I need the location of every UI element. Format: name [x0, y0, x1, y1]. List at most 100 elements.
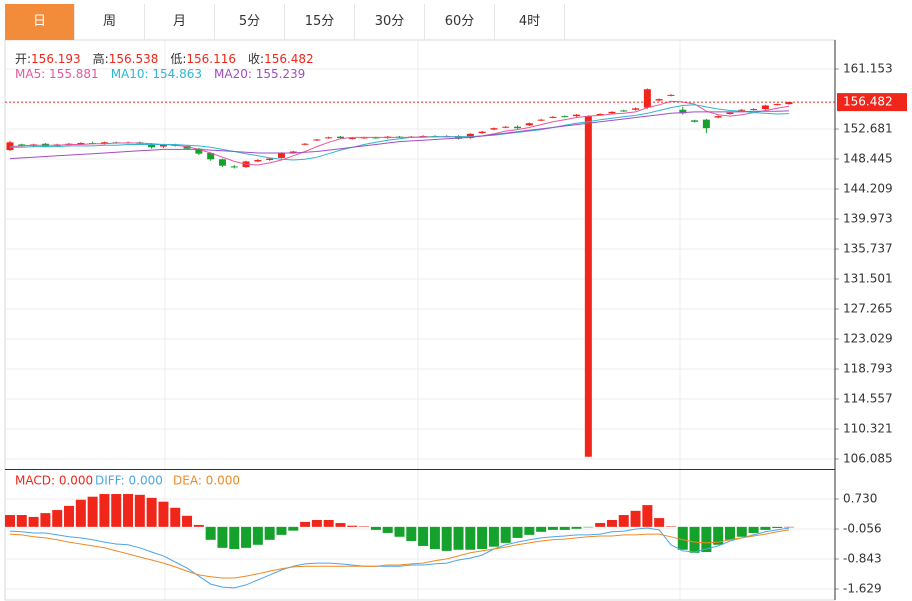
macd-bar — [760, 526, 771, 530]
y-tick-label: 152.681 — [843, 122, 893, 136]
macd-bar — [264, 526, 275, 540]
candle-body — [230, 166, 238, 168]
candle-body — [277, 152, 285, 158]
tab-bar: 日周月 5分 15分 30分 60分 4时 — [5, 4, 565, 40]
ma-line — [10, 104, 790, 161]
macd-bar — [347, 525, 358, 527]
candle-body — [254, 160, 262, 162]
legend-entry: MACD: 0.000 — [15, 474, 93, 488]
candle-body — [632, 108, 640, 110]
tab[interactable]: 日 — [5, 4, 75, 40]
ohlc-header: 开:156.193 高:156.538 低:156.116 收:156.482 — [15, 50, 314, 67]
ohlc-item: 开:156.193 — [15, 50, 81, 67]
macd-bar — [134, 494, 145, 527]
macd-bar — [170, 507, 181, 527]
macd-bar — [193, 524, 204, 527]
candle-body — [348, 138, 356, 140]
candle-body — [761, 105, 769, 110]
candle-body — [100, 142, 108, 144]
ma-line — [9, 110, 790, 160]
candle-body — [773, 104, 781, 106]
ohlc-value: 156.538 — [108, 52, 159, 66]
macd-bar — [40, 513, 51, 527]
legend-entry: MA5: 155.881 — [15, 67, 99, 81]
ma-legend: MA5: 155.881 MA10: 154.863 MA20: 155.239 — [15, 67, 305, 81]
y-tick-label: 135.737 — [843, 241, 893, 255]
macd-line — [9, 527, 790, 589]
candle-body — [667, 94, 675, 96]
candle-body — [750, 109, 758, 111]
candle-body — [336, 136, 344, 139]
macd-bar — [477, 526, 488, 549]
macd-bar — [571, 526, 582, 529]
candle-body — [714, 116, 722, 118]
macd-bar — [394, 526, 405, 537]
macd-bar — [99, 494, 110, 527]
macd-bar — [146, 497, 157, 527]
candle-body — [218, 159, 226, 166]
candle-body — [655, 99, 663, 101]
candle-body — [195, 148, 203, 154]
y-tick-label: 161.153 — [843, 62, 893, 76]
candle-body — [726, 112, 734, 115]
macd-bar — [241, 526, 252, 548]
macd-bar — [359, 526, 370, 527]
macd-bar — [311, 519, 322, 527]
candle-body — [502, 126, 510, 128]
macd-bar — [606, 519, 617, 527]
macd-bar — [406, 526, 417, 541]
macd-bar — [75, 499, 86, 527]
candle-body — [183, 145, 191, 149]
macd-bar — [370, 526, 381, 530]
y-tick-label: -1.629 — [843, 582, 882, 596]
y-tick-label: 106.085 — [843, 451, 893, 465]
y-tick-label: 144.209 — [843, 182, 893, 196]
y-tick-label: 127.265 — [843, 301, 893, 315]
candle-body — [584, 116, 592, 457]
tab[interactable]: 5分 — [215, 4, 285, 40]
macd-bar — [300, 521, 311, 527]
tab[interactable]: 30分 — [355, 4, 425, 40]
tab[interactable]: 月 — [145, 4, 215, 40]
macd-bar — [323, 519, 334, 527]
tab[interactable]: 15分 — [285, 4, 355, 40]
y-tick-label: 131.501 — [843, 271, 893, 285]
y-tick-label: 110.321 — [843, 421, 893, 435]
ohlc-value: 156.193 — [31, 52, 81, 66]
y-tick-label: -0.056 — [843, 521, 882, 535]
ohlc-value: 156.482 — [264, 52, 314, 66]
candle-body — [325, 137, 333, 139]
candle-body — [596, 114, 604, 116]
macd-bar — [784, 526, 794, 528]
macd-bar — [512, 526, 523, 538]
tab[interactable]: 4时 — [495, 4, 565, 40]
macd-bar — [229, 526, 240, 549]
candle-body — [207, 152, 215, 160]
candle-body — [561, 116, 569, 118]
macd-bar — [488, 526, 499, 547]
macd-bar — [441, 526, 452, 551]
candle-body — [313, 139, 321, 141]
candle-body — [266, 158, 274, 161]
ohlc-label: 高: — [92, 52, 109, 66]
tab[interactable]: 周 — [75, 4, 145, 40]
ohlc-item: 高:156.538 — [93, 50, 159, 67]
legend-entry: MA10: 154.863 — [110, 67, 202, 81]
macd-bar — [87, 496, 98, 527]
candle-body — [679, 109, 687, 114]
candle-body — [643, 89, 651, 108]
y-tick-label: -0.843 — [843, 552, 882, 566]
tab[interactable]: 60分 — [425, 4, 495, 40]
ohlc-label: 低: — [170, 52, 187, 66]
macd-bar — [500, 526, 511, 543]
macd-bar — [205, 526, 216, 540]
macd-bar — [536, 526, 547, 532]
macd-bar — [547, 526, 558, 530]
macd-bar — [158, 501, 169, 527]
macd-bar — [64, 505, 75, 527]
candle-body — [620, 110, 628, 112]
macd-bar — [252, 526, 263, 545]
ohlc-label: 收: — [248, 52, 265, 66]
